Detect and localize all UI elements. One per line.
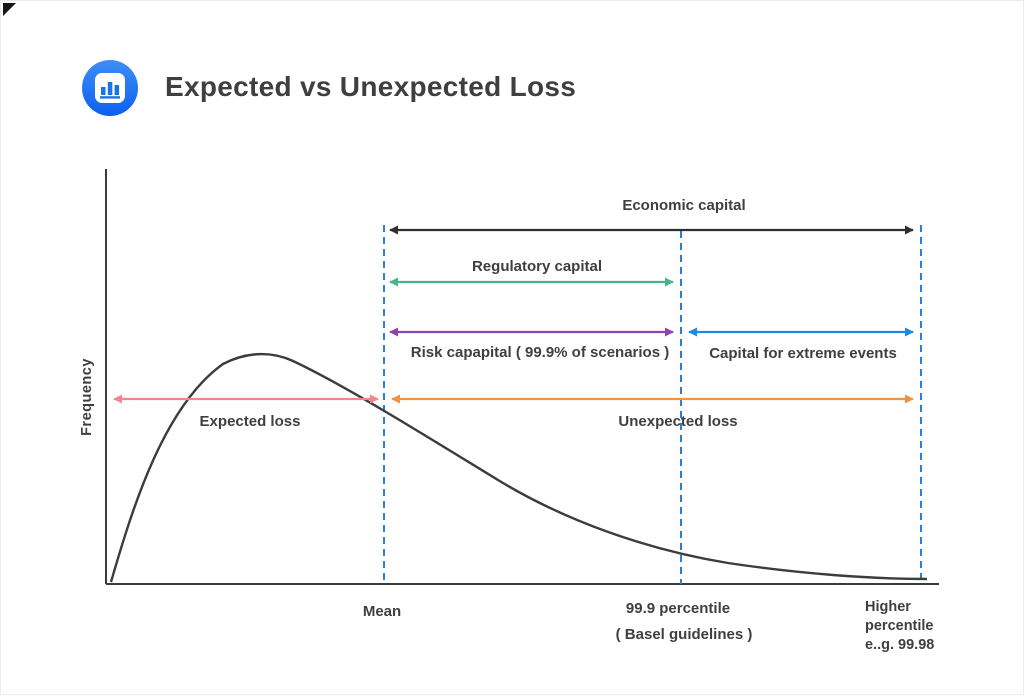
capital-extreme-events-label: Capital for extreme events	[709, 345, 897, 362]
economic-capital-label: Economic capital	[622, 197, 746, 214]
page-title: Expected vs Unexpected Loss	[165, 71, 577, 102]
risk-capital-label: Risk capapital ( 99.9% of scenarios )	[410, 344, 670, 361]
loss-distribution-curve	[109, 352, 928, 583]
y-axis-label: Frequency	[79, 358, 95, 436]
bar-chart-icon-svg	[82, 60, 138, 116]
icon-bar-3	[114, 85, 120, 95]
tick-higher-line2: percentile	[865, 618, 934, 634]
tick-higher-line1: Higher	[865, 599, 911, 615]
tick-basel-guidelines: ( Basel guidelines )	[615, 626, 753, 643]
icon-bar-1	[101, 87, 106, 95]
expected-loss-label: Expected loss	[199, 413, 301, 430]
icon-bar-2	[107, 82, 113, 95]
regulatory-capital-label: Regulatory capital	[471, 258, 603, 275]
tick-mean: Mean	[362, 603, 402, 620]
icon-baseline	[100, 96, 120, 99]
tick-higher-percentile: Higher percentile e..g. 99.98	[865, 598, 934, 655]
corner-mark	[3, 3, 16, 16]
bar-chart-icon	[81, 59, 139, 117]
tick-999-percentile: 99.9 percentile	[625, 600, 731, 617]
unexpected-loss-label: Unexpected loss	[618, 413, 738, 430]
tick-higher-line3: e..g. 99.98	[865, 637, 935, 653]
